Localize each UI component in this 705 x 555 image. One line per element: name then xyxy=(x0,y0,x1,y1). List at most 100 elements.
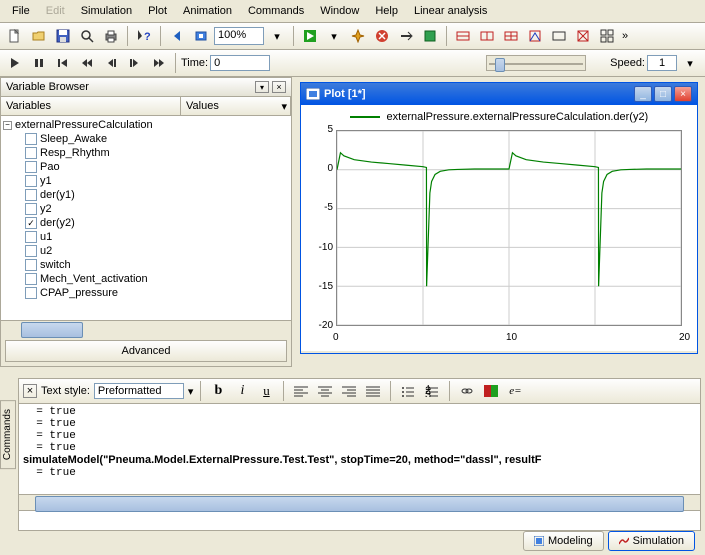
menu-animation[interactable]: Animation xyxy=(175,2,240,20)
checkbox-icon[interactable] xyxy=(25,161,37,173)
checkbox-icon[interactable] xyxy=(25,147,37,159)
step-back-icon[interactable] xyxy=(100,52,122,74)
list-bullet-icon[interactable] xyxy=(398,381,418,401)
vb-close-icon[interactable]: × xyxy=(272,81,286,93)
menu-linear-analysis[interactable]: Linear analysis xyxy=(406,2,495,20)
close-icon[interactable]: × xyxy=(674,86,692,102)
align-right-icon[interactable] xyxy=(339,381,359,401)
help-icon[interactable]: ? xyxy=(133,25,155,47)
checkbox-icon[interactable] xyxy=(25,189,37,201)
style-select[interactable]: Preformatted xyxy=(94,383,184,399)
layout6-icon[interactable] xyxy=(572,25,594,47)
speed-dropdown-icon[interactable]: ▾ xyxy=(679,52,701,74)
italic-button[interactable]: i xyxy=(232,381,252,401)
checkbox-icon[interactable] xyxy=(25,203,37,215)
layout7-icon[interactable] xyxy=(596,25,618,47)
image-icon[interactable] xyxy=(481,381,501,401)
layout2-icon[interactable] xyxy=(476,25,498,47)
checkbox-icon[interactable] xyxy=(25,259,37,271)
pause-icon[interactable] xyxy=(28,52,50,74)
vb-menu-icon[interactable]: ▾ xyxy=(255,81,269,93)
step-fwd-icon[interactable] xyxy=(124,52,146,74)
layout5-icon[interactable] xyxy=(548,25,570,47)
tree-item[interactable]: y1 xyxy=(3,174,289,188)
menu-file[interactable]: File xyxy=(4,2,38,20)
tree-item[interactable]: CPAP_pressure xyxy=(3,286,289,300)
run-icon[interactable] xyxy=(299,25,321,47)
tool3-icon[interactable] xyxy=(419,25,441,47)
equation-icon[interactable]: e= xyxy=(505,381,525,401)
minimize-icon[interactable]: _ xyxy=(634,86,652,102)
vb-col-values[interactable]: Values▾ xyxy=(181,97,291,115)
open-icon[interactable] xyxy=(28,25,50,47)
menu-window[interactable]: Window xyxy=(312,2,367,20)
play-icon[interactable] xyxy=(4,52,26,74)
tree-item[interactable]: u1 xyxy=(3,230,289,244)
forward-icon[interactable] xyxy=(148,52,170,74)
modeling-tab[interactable]: Modeling xyxy=(523,531,604,551)
more-icon[interactable]: » xyxy=(622,30,628,42)
underline-button[interactable]: u xyxy=(256,381,276,401)
search-icon[interactable] xyxy=(76,25,98,47)
align-left-icon[interactable] xyxy=(291,381,311,401)
tree-item[interactable]: Resp_Rhythm xyxy=(3,146,289,160)
model-icon[interactable] xyxy=(190,25,212,47)
layout4-icon[interactable] xyxy=(524,25,546,47)
plot-canvas[interactable] xyxy=(336,130,682,326)
speed-field[interactable] xyxy=(647,55,677,71)
tree-toggle-icon[interactable]: − xyxy=(3,121,12,130)
simulation-tab[interactable]: Simulation xyxy=(608,531,695,551)
align-justify-icon[interactable] xyxy=(363,381,383,401)
layout1-icon[interactable] xyxy=(452,25,474,47)
print-icon[interactable] xyxy=(100,25,122,47)
zoom-field[interactable]: 100% xyxy=(214,27,264,45)
menu-simulation[interactable]: Simulation xyxy=(73,2,140,20)
tool1-icon[interactable] xyxy=(347,25,369,47)
style-dropdown-icon[interactable]: ▾ xyxy=(188,385,194,398)
maximize-icon[interactable]: □ xyxy=(654,86,672,102)
vb-hscroll[interactable] xyxy=(1,320,291,336)
zoom-dropdown-icon[interactable]: ▾ xyxy=(266,25,288,47)
vb-col-variables[interactable]: Variables xyxy=(1,97,181,115)
checkbox-icon[interactable]: ✓ xyxy=(25,217,37,229)
tree-item[interactable]: der(y1) xyxy=(3,188,289,202)
tree-item[interactable]: u2 xyxy=(3,244,289,258)
menu-commands[interactable]: Commands xyxy=(240,2,312,20)
menu-edit[interactable]: Edit xyxy=(38,2,73,20)
checkbox-icon[interactable] xyxy=(25,245,37,257)
dropdown-icon[interactable]: ▾ xyxy=(323,25,345,47)
link-icon[interactable] xyxy=(457,381,477,401)
bold-button[interactable]: b xyxy=(208,381,228,401)
menu-plot[interactable]: Plot xyxy=(140,2,175,20)
rewind-icon[interactable] xyxy=(76,52,98,74)
rewind-full-icon[interactable] xyxy=(52,52,74,74)
menu-help[interactable]: Help xyxy=(367,2,406,20)
tree-item[interactable]: switch xyxy=(3,258,289,272)
time-field[interactable] xyxy=(210,55,270,71)
tool2-icon[interactable] xyxy=(395,25,417,47)
time-slider[interactable] xyxy=(486,55,586,71)
list-number-icon[interactable]: 123 xyxy=(422,381,442,401)
checkbox-icon[interactable] xyxy=(25,231,37,243)
stop-icon[interactable] xyxy=(371,25,393,47)
tree-item[interactable]: Mech_Vent_activation xyxy=(3,272,289,286)
console-hscroll[interactable] xyxy=(19,494,700,510)
checkbox-icon[interactable] xyxy=(25,287,37,299)
tree-item[interactable]: Pao xyxy=(3,160,289,174)
console-close-icon[interactable]: × xyxy=(23,384,37,398)
checkbox-icon[interactable] xyxy=(25,175,37,187)
console-input[interactable] xyxy=(19,510,700,530)
advanced-button[interactable]: Advanced xyxy=(5,340,287,362)
new-icon[interactable] xyxy=(4,25,26,47)
tree-root[interactable]: externalPressureCalculation xyxy=(15,119,153,131)
tree-item[interactable]: y2 xyxy=(3,202,289,216)
commands-tab[interactable]: Commands xyxy=(0,400,16,469)
checkbox-icon[interactable] xyxy=(25,133,37,145)
tree-item[interactable]: ✓der(y2) xyxy=(3,216,289,230)
back-icon[interactable] xyxy=(166,25,188,47)
layout3-icon[interactable] xyxy=(500,25,522,47)
align-center-icon[interactable] xyxy=(315,381,335,401)
checkbox-icon[interactable] xyxy=(25,273,37,285)
tree-item[interactable]: Sleep_Awake xyxy=(3,132,289,146)
save-icon[interactable] xyxy=(52,25,74,47)
